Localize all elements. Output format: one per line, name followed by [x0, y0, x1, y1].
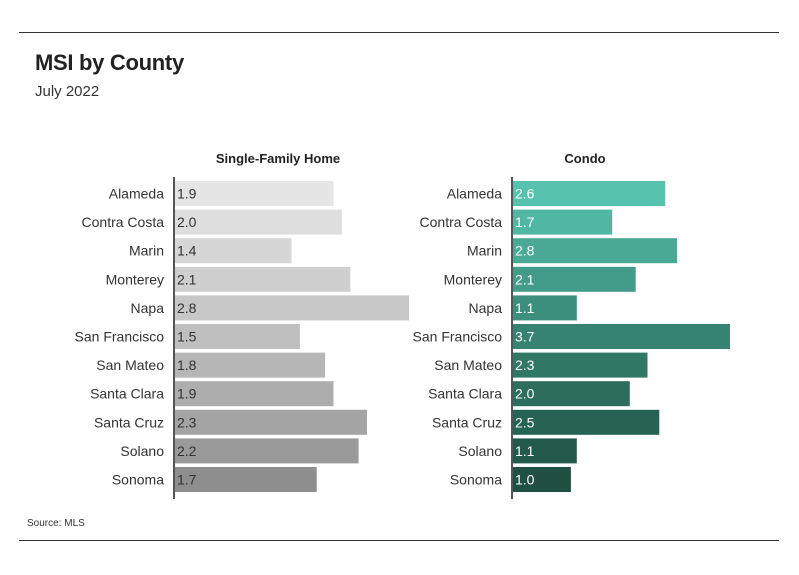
value-label-sfh-santa-clara: 1.9 — [177, 386, 197, 402]
value-label-condo-san-francisco: 3.7 — [515, 329, 535, 345]
bar-sfh-monterey — [174, 266, 351, 292]
bar-condo-solano — [512, 438, 577, 464]
value-label-condo-alameda: 2.6 — [515, 186, 535, 202]
bar-condo-santa-cruz — [512, 409, 660, 435]
value-label-sfh-monterey: 2.1 — [177, 271, 197, 287]
bar-condo-san-mateo — [512, 352, 648, 378]
bar-sfh-contra-costa — [174, 209, 342, 235]
value-label-condo-solano: 1.1 — [515, 443, 535, 459]
value-label-condo-contra-costa: 1.7 — [515, 214, 535, 230]
value-label-sfh-santa-cruz: 2.3 — [177, 414, 197, 430]
bar-sfh-napa — [174, 295, 409, 321]
bar-sfh-alameda — [174, 181, 334, 206]
value-label-sfh-alameda: 1.9 — [177, 186, 197, 202]
value-label-condo-sonoma: 1.0 — [515, 472, 535, 488]
value-label-sfh-contra-costa: 2.0 — [177, 214, 197, 230]
value-label-condo-santa-cruz: 2.5 — [515, 414, 535, 430]
category-label-sfh-santa-cruz: Santa Cruz — [94, 414, 164, 430]
value-label-condo-monterey: 2.1 — [515, 271, 535, 287]
chart-title: MSI by County — [35, 50, 184, 75]
category-label-sfh-san-mateo: San Mateo — [96, 357, 164, 373]
bottom-rule — [19, 540, 779, 541]
category-label-sfh-alameda: Alameda — [109, 186, 164, 202]
value-label-condo-santa-clara: 2.0 — [515, 386, 535, 402]
category-label-condo-santa-cruz: Santa Cruz — [432, 414, 502, 430]
value-label-sfh-solano: 2.2 — [177, 443, 197, 459]
bar-condo-marin — [512, 238, 677, 264]
category-label-sfh-monterey: Monterey — [106, 271, 164, 287]
category-label-condo-monterey: Monterey — [444, 271, 502, 287]
bar-condo-napa — [512, 295, 577, 321]
bar-sfh-santa-cruz — [174, 409, 367, 435]
category-label-condo-sonoma: Sonoma — [450, 472, 502, 488]
category-label-sfh-solano: Solano — [120, 443, 164, 459]
category-label-sfh-marin: Marin — [129, 243, 164, 259]
category-label-condo-napa: Napa — [469, 300, 503, 316]
bar-condo-monterey — [512, 266, 636, 292]
bar-condo-alameda — [512, 181, 666, 206]
value-label-sfh-san-mateo: 1.8 — [177, 357, 197, 373]
value-label-sfh-sonoma: 1.7 — [177, 472, 197, 488]
category-label-condo-alameda: Alameda — [447, 186, 502, 202]
value-label-sfh-san-francisco: 1.5 — [177, 329, 197, 345]
category-label-condo-contra-costa: Contra Costa — [420, 214, 503, 230]
value-label-sfh-marin: 1.4 — [177, 243, 197, 259]
bar-condo-san-francisco — [512, 324, 730, 349]
category-label-sfh-san-francisco: San Francisco — [75, 329, 165, 345]
bar-sfh-solano — [174, 438, 359, 464]
bar-sfh-san-francisco — [174, 324, 300, 349]
bar-sfh-sonoma — [174, 467, 317, 492]
category-label-condo-solano: Solano — [458, 443, 502, 459]
panel-title-condo: Condo — [564, 151, 605, 166]
category-label-condo-san-mateo: San Mateo — [434, 357, 502, 373]
category-label-condo-marin: Marin — [467, 243, 502, 259]
category-label-condo-san-francisco: San Francisco — [413, 329, 503, 345]
source-note: Source: MLS — [27, 518, 85, 529]
bar-sfh-marin — [174, 238, 292, 264]
value-label-condo-san-mateo: 2.3 — [515, 357, 535, 373]
bar-sfh-santa-clara — [174, 381, 334, 407]
category-label-sfh-santa-clara: Santa Clara — [90, 386, 164, 402]
category-label-sfh-sonoma: Sonoma — [112, 472, 164, 488]
value-label-condo-marin: 2.8 — [515, 243, 535, 259]
bar-condo-sonoma — [512, 467, 571, 492]
bar-condo-santa-clara — [512, 381, 630, 407]
bar-sfh-san-mateo — [174, 352, 326, 378]
category-label-sfh-contra-costa: Contra Costa — [82, 214, 165, 230]
category-label-condo-santa-clara: Santa Clara — [428, 386, 502, 402]
category-label-sfh-napa: Napa — [131, 300, 165, 316]
value-label-sfh-napa: 2.8 — [177, 300, 197, 316]
panel-title-sfh: Single-Family Home — [216, 151, 340, 166]
chart-subtitle: July 2022 — [35, 83, 100, 100]
value-label-condo-napa: 1.1 — [515, 300, 535, 316]
bar-condo-contra-costa — [512, 209, 613, 235]
top-rule — [19, 32, 779, 33]
